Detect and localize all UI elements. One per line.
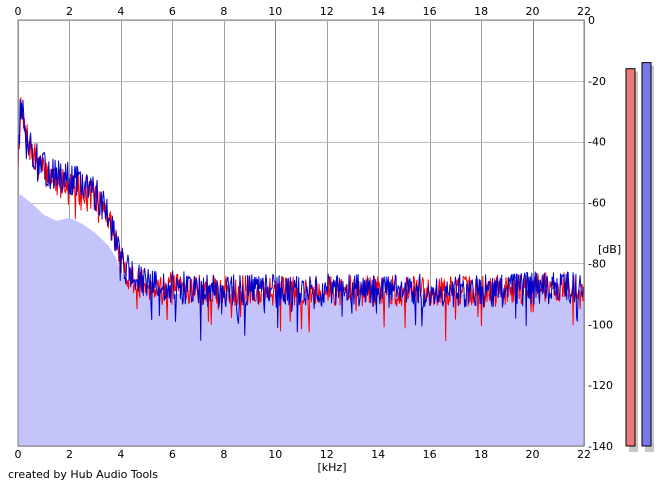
- y-tick-label-5: -100: [588, 318, 613, 331]
- x-tick-label-top-5: 10: [268, 5, 282, 18]
- x-tick-label-bottom-5: 10: [268, 448, 282, 461]
- x-tick-label-top-10: 20: [526, 5, 540, 18]
- x-tick-label-bottom-2: 4: [117, 448, 124, 461]
- y-tick-label-4: -80: [588, 257, 606, 270]
- x-tick-label-top-2: 4: [117, 5, 124, 18]
- level-meter-blue: [641, 62, 652, 447]
- x-tick-label-top-3: 6: [169, 5, 176, 18]
- y-tick-label-6: -120: [588, 379, 613, 392]
- y-axis-unit-label: [dB]: [598, 243, 621, 256]
- y-tick-labels: 0 -20 -40 -60 -80 -100 -120 -140: [588, 14, 613, 453]
- plot-frame: [17, 19, 585, 447]
- x-tick-label-bottom-6: 12: [320, 448, 334, 461]
- y-tick-label-2: -40: [588, 136, 606, 149]
- x-tick-label-bottom-11: 22: [577, 448, 591, 461]
- x-tick-label-top-4: 8: [220, 5, 227, 18]
- y-tick-label-0: 0: [588, 14, 595, 27]
- x-tick-label-top-11: 22: [577, 5, 591, 18]
- y-tick-label-7: -140: [588, 440, 613, 453]
- x-axis-unit-label: [kHz]: [318, 461, 347, 474]
- x-tick-label-bottom-10: 20: [526, 448, 540, 461]
- x-tick-label-top-0: 0: [15, 5, 22, 18]
- spectrum-series-layer: [17, 97, 585, 342]
- credit-text: created by Hub Audio Tools: [8, 468, 158, 481]
- x-tick-labels-top: 0 2 4 6 8 10 12 14 16 18 20 22: [15, 5, 592, 18]
- x-tick-labels-bottom: 0 2 4 6 8 10 12 14 16 18 20 22: [15, 448, 592, 461]
- x-tick-label-bottom-0: 0: [15, 448, 22, 461]
- x-tick-label-top-1: 2: [66, 5, 73, 18]
- level-meters: [625, 62, 654, 452]
- x-tick-label-bottom-1: 2: [66, 448, 73, 461]
- y-tick-label-3: -60: [588, 197, 606, 210]
- level-meter-red: [625, 68, 636, 447]
- x-tick-label-bottom-3: 6: [169, 448, 176, 461]
- x-tick-label-top-6: 12: [320, 5, 334, 18]
- x-tick-label-top-8: 16: [423, 5, 437, 18]
- x-tick-label-top-9: 18: [474, 5, 488, 18]
- x-tick-label-bottom-9: 18: [474, 448, 488, 461]
- spectrum-line-1: [17, 99, 585, 341]
- x-tick-label-bottom-8: 16: [423, 448, 437, 461]
- x-tick-label-bottom-4: 8: [220, 448, 227, 461]
- y-tick-label-1: -20: [588, 75, 606, 88]
- x-tick-label-bottom-7: 14: [371, 448, 385, 461]
- x-tick-label-top-7: 14: [371, 5, 385, 18]
